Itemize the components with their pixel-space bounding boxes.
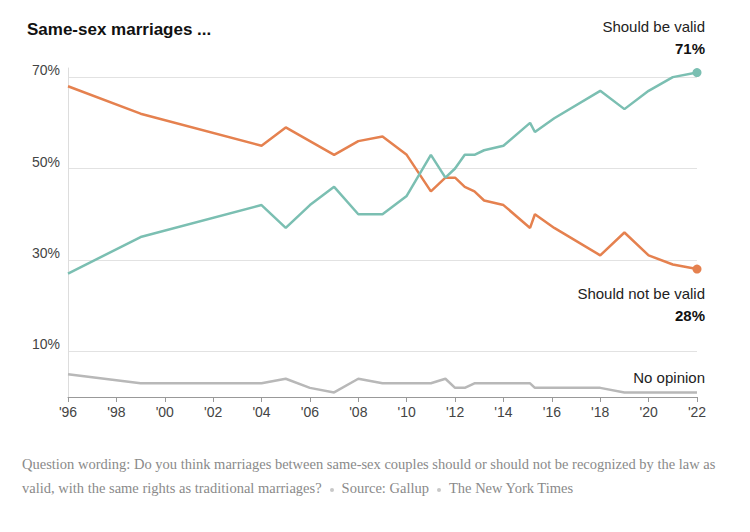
svg-text:Should not be valid: Should not be valid: [577, 285, 705, 302]
svg-text:'96: '96: [59, 404, 77, 420]
svg-text:'00: '00: [156, 404, 174, 420]
svg-text:'08: '08: [349, 404, 367, 420]
svg-text:'12: '12: [446, 404, 464, 420]
svg-text:30%: 30%: [32, 245, 60, 261]
svg-text:No opinion: No opinion: [633, 369, 705, 386]
svg-text:'10: '10: [398, 404, 416, 420]
svg-text:71%: 71%: [675, 40, 705, 57]
svg-text:'14: '14: [494, 404, 512, 420]
svg-text:28%: 28%: [675, 307, 705, 324]
svg-text:'22: '22: [688, 404, 706, 420]
html-text:Source: Gallup: Source: Gallup: [341, 480, 429, 496]
svg-text:70%: 70%: [32, 62, 60, 78]
svg-text:Same-sex marriages ...: Same-sex marriages ...: [27, 20, 211, 39]
svg-text:'16: '16: [543, 404, 561, 420]
svg-text:'98: '98: [107, 404, 125, 420]
svg-text:'06: '06: [301, 404, 319, 420]
html-text:Question wording: Do you think: Question wording: Do you think marriages…: [22, 456, 716, 496]
svg-text:'04: '04: [252, 404, 270, 420]
svg-text:'20: '20: [639, 404, 657, 420]
svg-text:50%: 50%: [32, 154, 60, 170]
svg-text:Should be valid: Should be valid: [602, 18, 705, 35]
html-text:The New York Times: The New York Times: [449, 480, 574, 496]
svg-text:10%: 10%: [32, 336, 60, 352]
svg-text:'02: '02: [204, 404, 222, 420]
svg-text:'18: '18: [591, 404, 609, 420]
